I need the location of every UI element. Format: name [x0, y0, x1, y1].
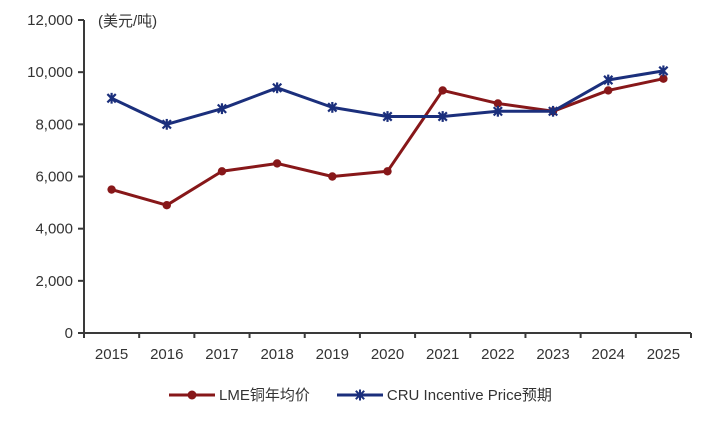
y-tick-label: 8,000 — [35, 116, 73, 133]
asterisk-marker-icon — [382, 111, 393, 122]
y-tick-label: 12,000 — [27, 12, 73, 29]
asterisk-marker-icon — [658, 65, 669, 76]
circle-marker-icon — [328, 172, 337, 181]
axis-lines — [83, 20, 691, 334]
asterisk-marker-icon — [327, 102, 338, 113]
x-tick-label: 2019 — [316, 346, 349, 363]
asterisk-marker-icon — [161, 119, 172, 130]
circle-marker-icon — [162, 200, 171, 210]
x-tick-label: 2021 — [426, 346, 459, 363]
x-tick-label: 2024 — [592, 346, 625, 363]
legend-item-lme: LME铜年均价 — [168, 384, 310, 405]
x-tick-label: 2022 — [481, 346, 514, 363]
asterisk-marker-icon — [492, 106, 503, 117]
legend-item-cru: CRU Incentive Price预期 — [336, 384, 552, 405]
asterisk-marker-icon — [603, 75, 614, 85]
lme-line-dot-swatch-icon — [169, 390, 216, 399]
x-tick-label: 2023 — [536, 346, 569, 363]
asterisk-marker-icon — [106, 93, 117, 104]
circle-marker-icon — [272, 159, 282, 168]
x-tick-label: 2016 — [150, 346, 183, 363]
legend: LME铜年均价 CRU Incentive Price预期 — [0, 384, 720, 405]
y-tick-label: 2,000 — [35, 273, 73, 290]
legend-label-cru: CRU Incentive Price预期 — [386, 387, 552, 404]
y-tick-label: 4,000 — [35, 221, 73, 238]
cru-line-asterisk-swatch-icon — [336, 389, 383, 400]
asterisk-marker-icon — [548, 106, 559, 117]
legend-label-lme: LME铜年均价 — [219, 387, 310, 404]
y-tick-label: 6,000 — [35, 169, 73, 186]
x-tick-label: 2017 — [205, 346, 238, 363]
x-tick-label: 2018 — [260, 346, 293, 363]
circle-marker-icon — [217, 167, 227, 176]
x-tick-label: 2020 — [371, 346, 404, 363]
circle-marker-icon — [659, 74, 668, 83]
circle-marker-icon — [493, 99, 503, 108]
series-line-0 — [111, 77, 664, 207]
circle-marker-icon — [604, 86, 613, 95]
circle-marker-icon — [438, 86, 447, 95]
x-tick-label: 2025 — [647, 346, 680, 363]
asterisk-marker-icon — [437, 111, 448, 122]
y-tick-label: 0 — [65, 325, 73, 342]
asterisk-marker-icon — [216, 103, 227, 114]
plot-area: 0 2,000 4,000 6,000 8,000 10,000 12,000 2015 201… — [27, 12, 692, 363]
y-tick-label: 10,000 — [27, 64, 73, 81]
circle-marker-icon — [107, 185, 116, 194]
circle-marker-icon — [383, 167, 392, 176]
x-tick-label: 2015 — [95, 346, 128, 363]
y-axis-unit-label: (美元/吨) — [98, 13, 158, 30]
asterisk-marker-icon — [272, 82, 283, 93]
